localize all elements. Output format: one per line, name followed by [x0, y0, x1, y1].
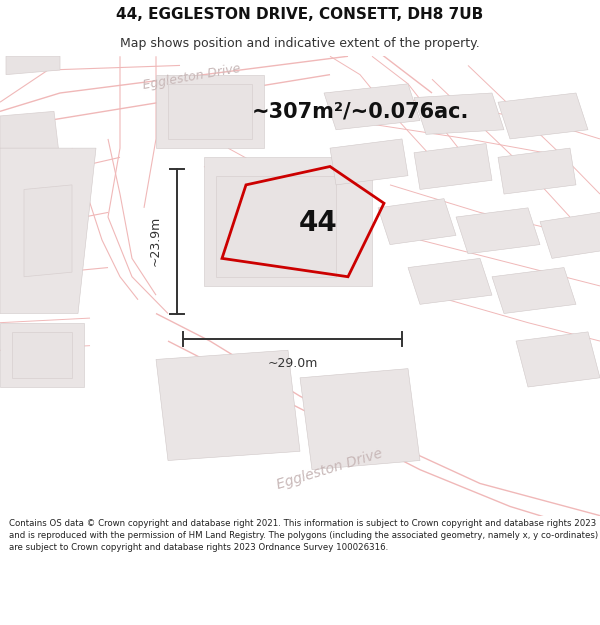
Polygon shape [498, 148, 576, 194]
Polygon shape [492, 268, 576, 314]
Polygon shape [516, 332, 600, 387]
Text: ~307m²/~0.076ac.: ~307m²/~0.076ac. [252, 101, 469, 121]
Polygon shape [0, 322, 84, 387]
Polygon shape [324, 84, 420, 130]
Polygon shape [540, 213, 600, 258]
Polygon shape [498, 93, 588, 139]
Polygon shape [0, 148, 96, 314]
Text: Contains OS data © Crown copyright and database right 2021. This information is : Contains OS data © Crown copyright and d… [9, 519, 598, 552]
Text: ~23.9m: ~23.9m [149, 216, 162, 266]
Text: Eggleston Drive: Eggleston Drive [142, 62, 242, 92]
Text: Map shows position and indicative extent of the property.: Map shows position and indicative extent… [120, 38, 480, 51]
Polygon shape [330, 139, 408, 185]
Polygon shape [204, 158, 372, 286]
Polygon shape [456, 208, 540, 254]
Polygon shape [414, 93, 504, 134]
Polygon shape [168, 84, 252, 139]
Polygon shape [378, 199, 456, 244]
Polygon shape [156, 74, 264, 148]
Polygon shape [216, 176, 336, 277]
Text: Eggleston Drive: Eggleston Drive [275, 447, 385, 493]
Polygon shape [24, 185, 72, 277]
Polygon shape [12, 332, 72, 378]
Polygon shape [300, 369, 420, 470]
Text: ~29.0m: ~29.0m [268, 357, 317, 370]
Polygon shape [408, 258, 492, 304]
Polygon shape [12, 176, 60, 222]
Text: 44: 44 [299, 209, 337, 236]
Polygon shape [414, 144, 492, 189]
Polygon shape [0, 111, 60, 166]
Text: 44, EGGLESTON DRIVE, CONSETT, DH8 7UB: 44, EGGLESTON DRIVE, CONSETT, DH8 7UB [116, 6, 484, 21]
Polygon shape [156, 350, 300, 461]
Polygon shape [6, 56, 60, 74]
